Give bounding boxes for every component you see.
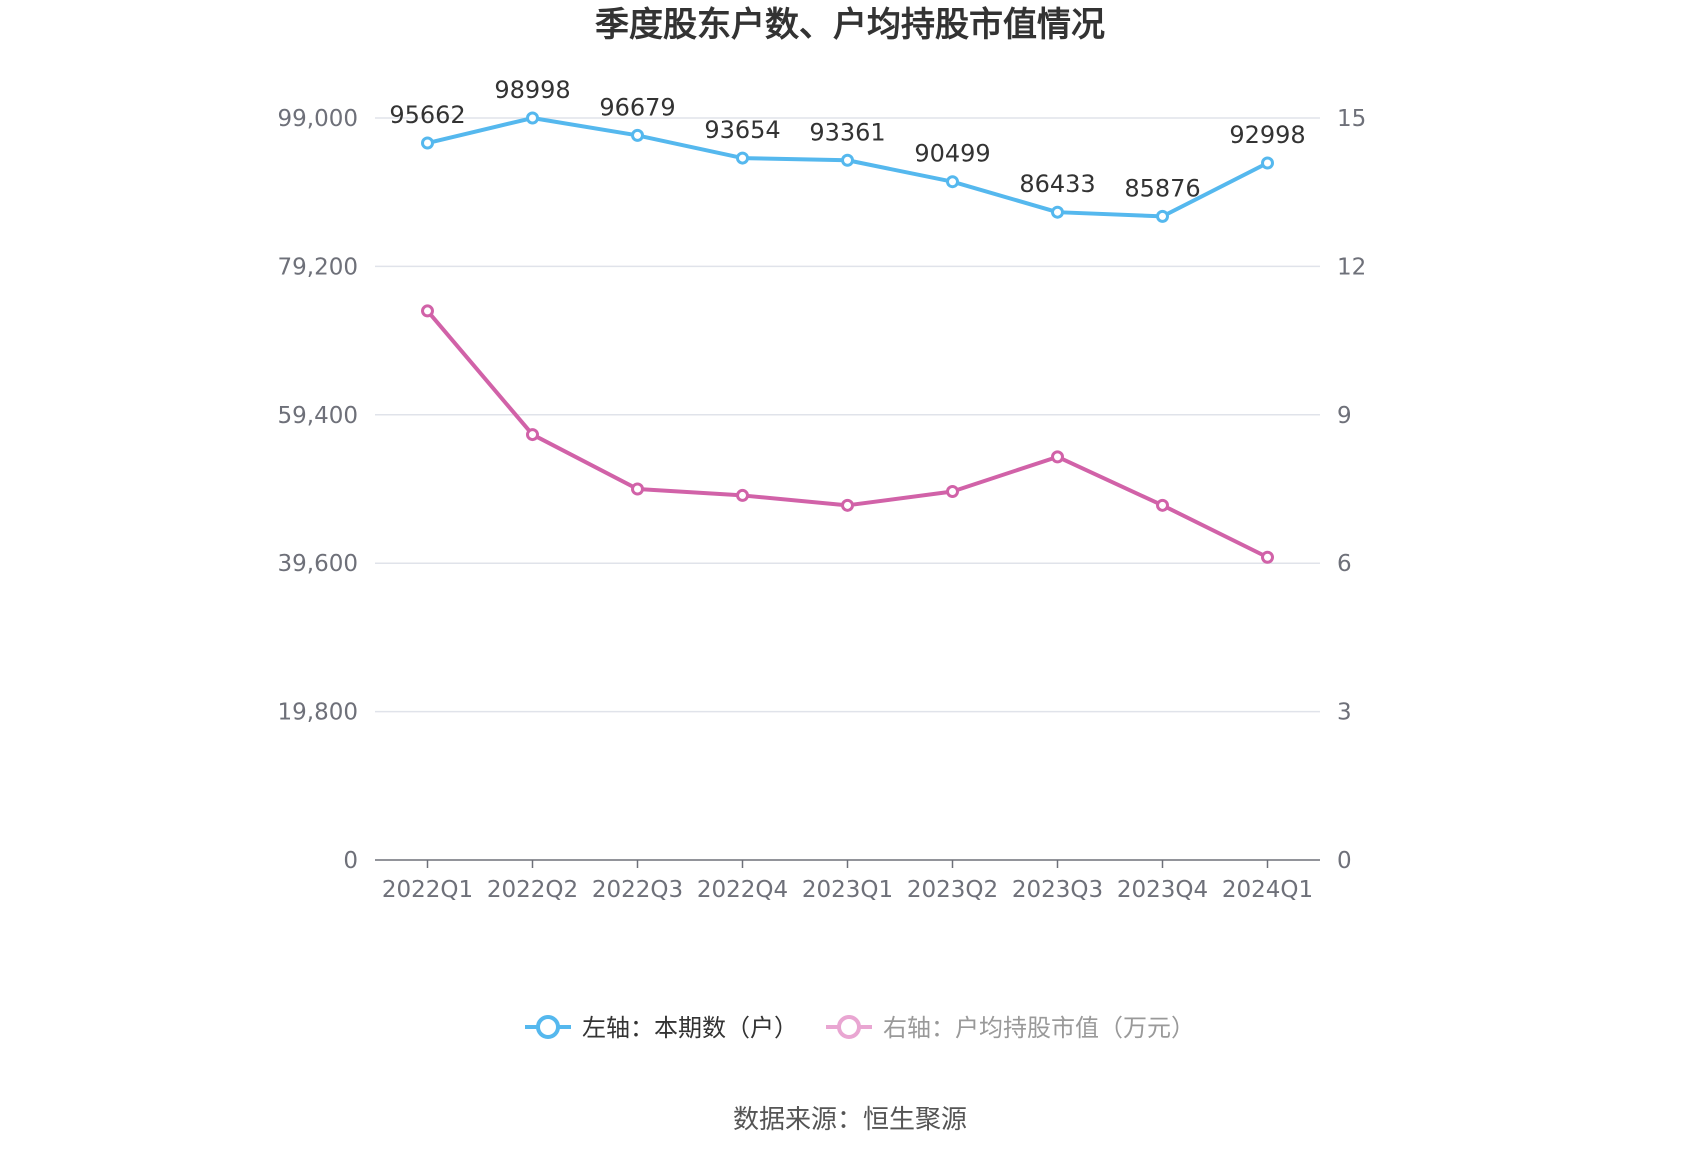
data-point-left [1051,205,1064,219]
data-point-right [841,498,854,512]
x-tick-label: 2024Q1 [1222,877,1313,903]
data-source: 数据来源：恒生聚源 [733,1105,967,1135]
legend-right-label: 右轴：户均持股市值（万元） [883,1014,1195,1042]
data-point-left [736,151,749,165]
data-label: 93654 [704,116,780,144]
left-axis-ticks: 0 19,800 39,600 59,400 79,200 99,000 [278,106,358,874]
series-left: 95662 98998 96679 93654 93361 90499 86433 85876… [389,76,1306,223]
left-tick-label: 39,600 [278,551,358,577]
data-point-left [631,128,644,142]
left-tick-label: 19,800 [278,700,358,726]
data-point-right [631,482,644,496]
left-tick-label: 79,200 [278,254,358,280]
legend-item-left[interactable]: 左轴：本期数（户） [525,1014,798,1042]
data-point-left [526,111,539,125]
data-point-left [421,136,434,150]
data-label: 85876 [1124,174,1200,202]
data-label: 93361 [809,118,885,146]
legend[interactable]: 左轴：本期数（户） 右轴：户均持股市值（万元） [525,1014,1195,1042]
x-tick-label: 2022Q3 [592,877,683,903]
data-point-right [1261,550,1274,564]
right-tick-label: 6 [1337,551,1352,577]
x-tick-label: 2023Q2 [907,877,998,903]
right-axis-ticks: 0 3 6 9 12 15 [1337,106,1366,874]
x-tick-label: 2023Q1 [802,877,893,903]
data-label: 98998 [494,76,570,104]
x-tick-label: 2022Q4 [697,877,788,903]
data-point-left [946,175,959,189]
data-point-left [1156,209,1169,223]
data-point-right [946,484,959,498]
data-label: 95662 [389,101,465,129]
left-tick-label: 0 [343,848,358,874]
data-point-right [1156,498,1169,512]
right-tick-label: 9 [1337,403,1352,429]
left-tick-label: 59,400 [278,403,358,429]
series-line-right [425,309,1269,560]
data-point-right [526,428,539,442]
chart-title: 季度股东户数、户均持股市值情况 [595,5,1105,45]
data-label: 90499 [914,140,990,168]
data-label: 96679 [599,93,675,121]
x-tick-label: 2022Q2 [487,877,578,903]
right-tick-label: 3 [1337,700,1352,726]
legend-right-marker [837,1015,861,1039]
data-point-left [1261,156,1274,170]
right-tick-label: 15 [1337,106,1366,132]
x-tick-label: 2023Q3 [1012,877,1103,903]
right-tick-label: 12 [1337,254,1366,280]
legend-left-label: 左轴：本期数（户） [582,1014,798,1042]
legend-item-right[interactable]: 右轴：户均持股市值（万元） [826,1014,1195,1042]
series-right [421,304,1274,564]
left-tick-label: 99,000 [278,106,358,132]
data-point-right [1051,450,1064,464]
data-point-right [421,304,434,318]
x-tick-label: 2023Q4 [1117,877,1208,903]
x-tick-label: 2022Q1 [382,877,473,903]
data-label: 86433 [1019,170,1095,198]
legend-left-marker [536,1015,560,1039]
x-axis: 2022Q1 2022Q2 2022Q3 2022Q4 2023Q1 2023Q2 2023… [375,859,1320,903]
series-layer: 95662 98998 96679 93654 93361 90499 86433 85876… [389,76,1306,564]
data-label: 92998 [1229,121,1305,149]
right-tick-label: 0 [1337,848,1352,874]
data-point-left [841,153,854,167]
data-point-right [736,488,749,502]
